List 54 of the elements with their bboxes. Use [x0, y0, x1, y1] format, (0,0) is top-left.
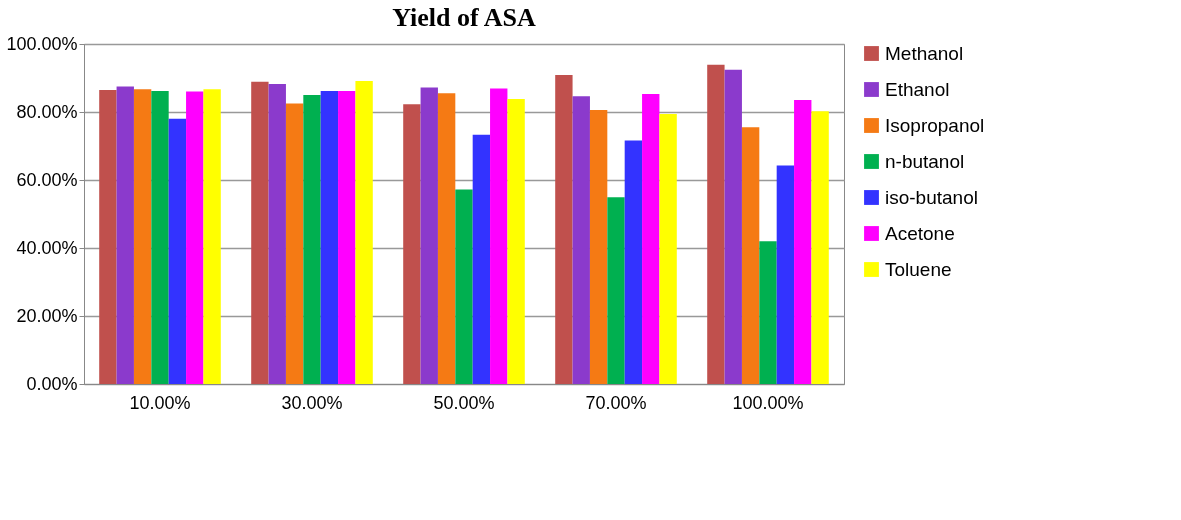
bar — [133, 89, 152, 384]
bar — [116, 86, 134, 384]
x-tick-label: 50.00% — [433, 392, 495, 413]
bar — [589, 109, 608, 384]
bar — [338, 90, 356, 384]
bar — [403, 104, 421, 384]
y-tick-label: 0.00% — [26, 373, 78, 394]
bar — [320, 90, 339, 384]
bar — [707, 64, 725, 384]
bar — [555, 74, 573, 384]
bar — [794, 100, 812, 384]
bar — [642, 93, 660, 384]
legend-label: Toluene — [885, 258, 952, 280]
bar — [268, 84, 286, 384]
bar — [303, 95, 321, 384]
x-tick-label: 70.00% — [585, 392, 647, 413]
bar — [624, 140, 643, 384]
bar — [759, 241, 777, 384]
bar — [437, 93, 456, 384]
bar — [490, 88, 508, 384]
bar — [472, 134, 491, 384]
bar — [776, 165, 795, 384]
bar — [251, 81, 269, 384]
bar — [151, 90, 169, 384]
legend-label: n-butanol — [885, 150, 965, 172]
bar — [99, 89, 117, 384]
bar — [285, 103, 304, 384]
x-tick-label: 100.00% — [732, 392, 804, 413]
y-tick-label: 100.00% — [6, 33, 78, 54]
bar — [811, 111, 829, 384]
legend-label: Isopropanol — [885, 114, 985, 136]
bar — [420, 87, 438, 384]
chart-title: Yield of ASA — [392, 3, 536, 32]
bar — [741, 127, 760, 384]
bar — [168, 118, 187, 384]
legend-label: Methanol — [885, 42, 964, 64]
bar — [507, 99, 525, 384]
y-tick-label: 20.00% — [16, 305, 78, 326]
y-tick-label: 60.00% — [16, 169, 78, 190]
y-tick-label: 80.00% — [16, 101, 78, 122]
bar — [355, 81, 373, 384]
x-tick-label: 10.00% — [129, 392, 191, 413]
bar — [455, 189, 473, 384]
x-tick-label: 30.00% — [281, 392, 343, 413]
bar — [607, 197, 625, 384]
y-tick-label: 40.00% — [16, 237, 78, 258]
legend-label: iso-butanol — [885, 186, 978, 208]
bar — [724, 69, 742, 384]
bar — [572, 96, 590, 384]
legend-label: Ethanol — [885, 78, 950, 100]
bar — [203, 89, 221, 384]
bar — [659, 114, 677, 384]
legend-label: Acetone — [885, 222, 955, 244]
bar — [186, 91, 204, 384]
